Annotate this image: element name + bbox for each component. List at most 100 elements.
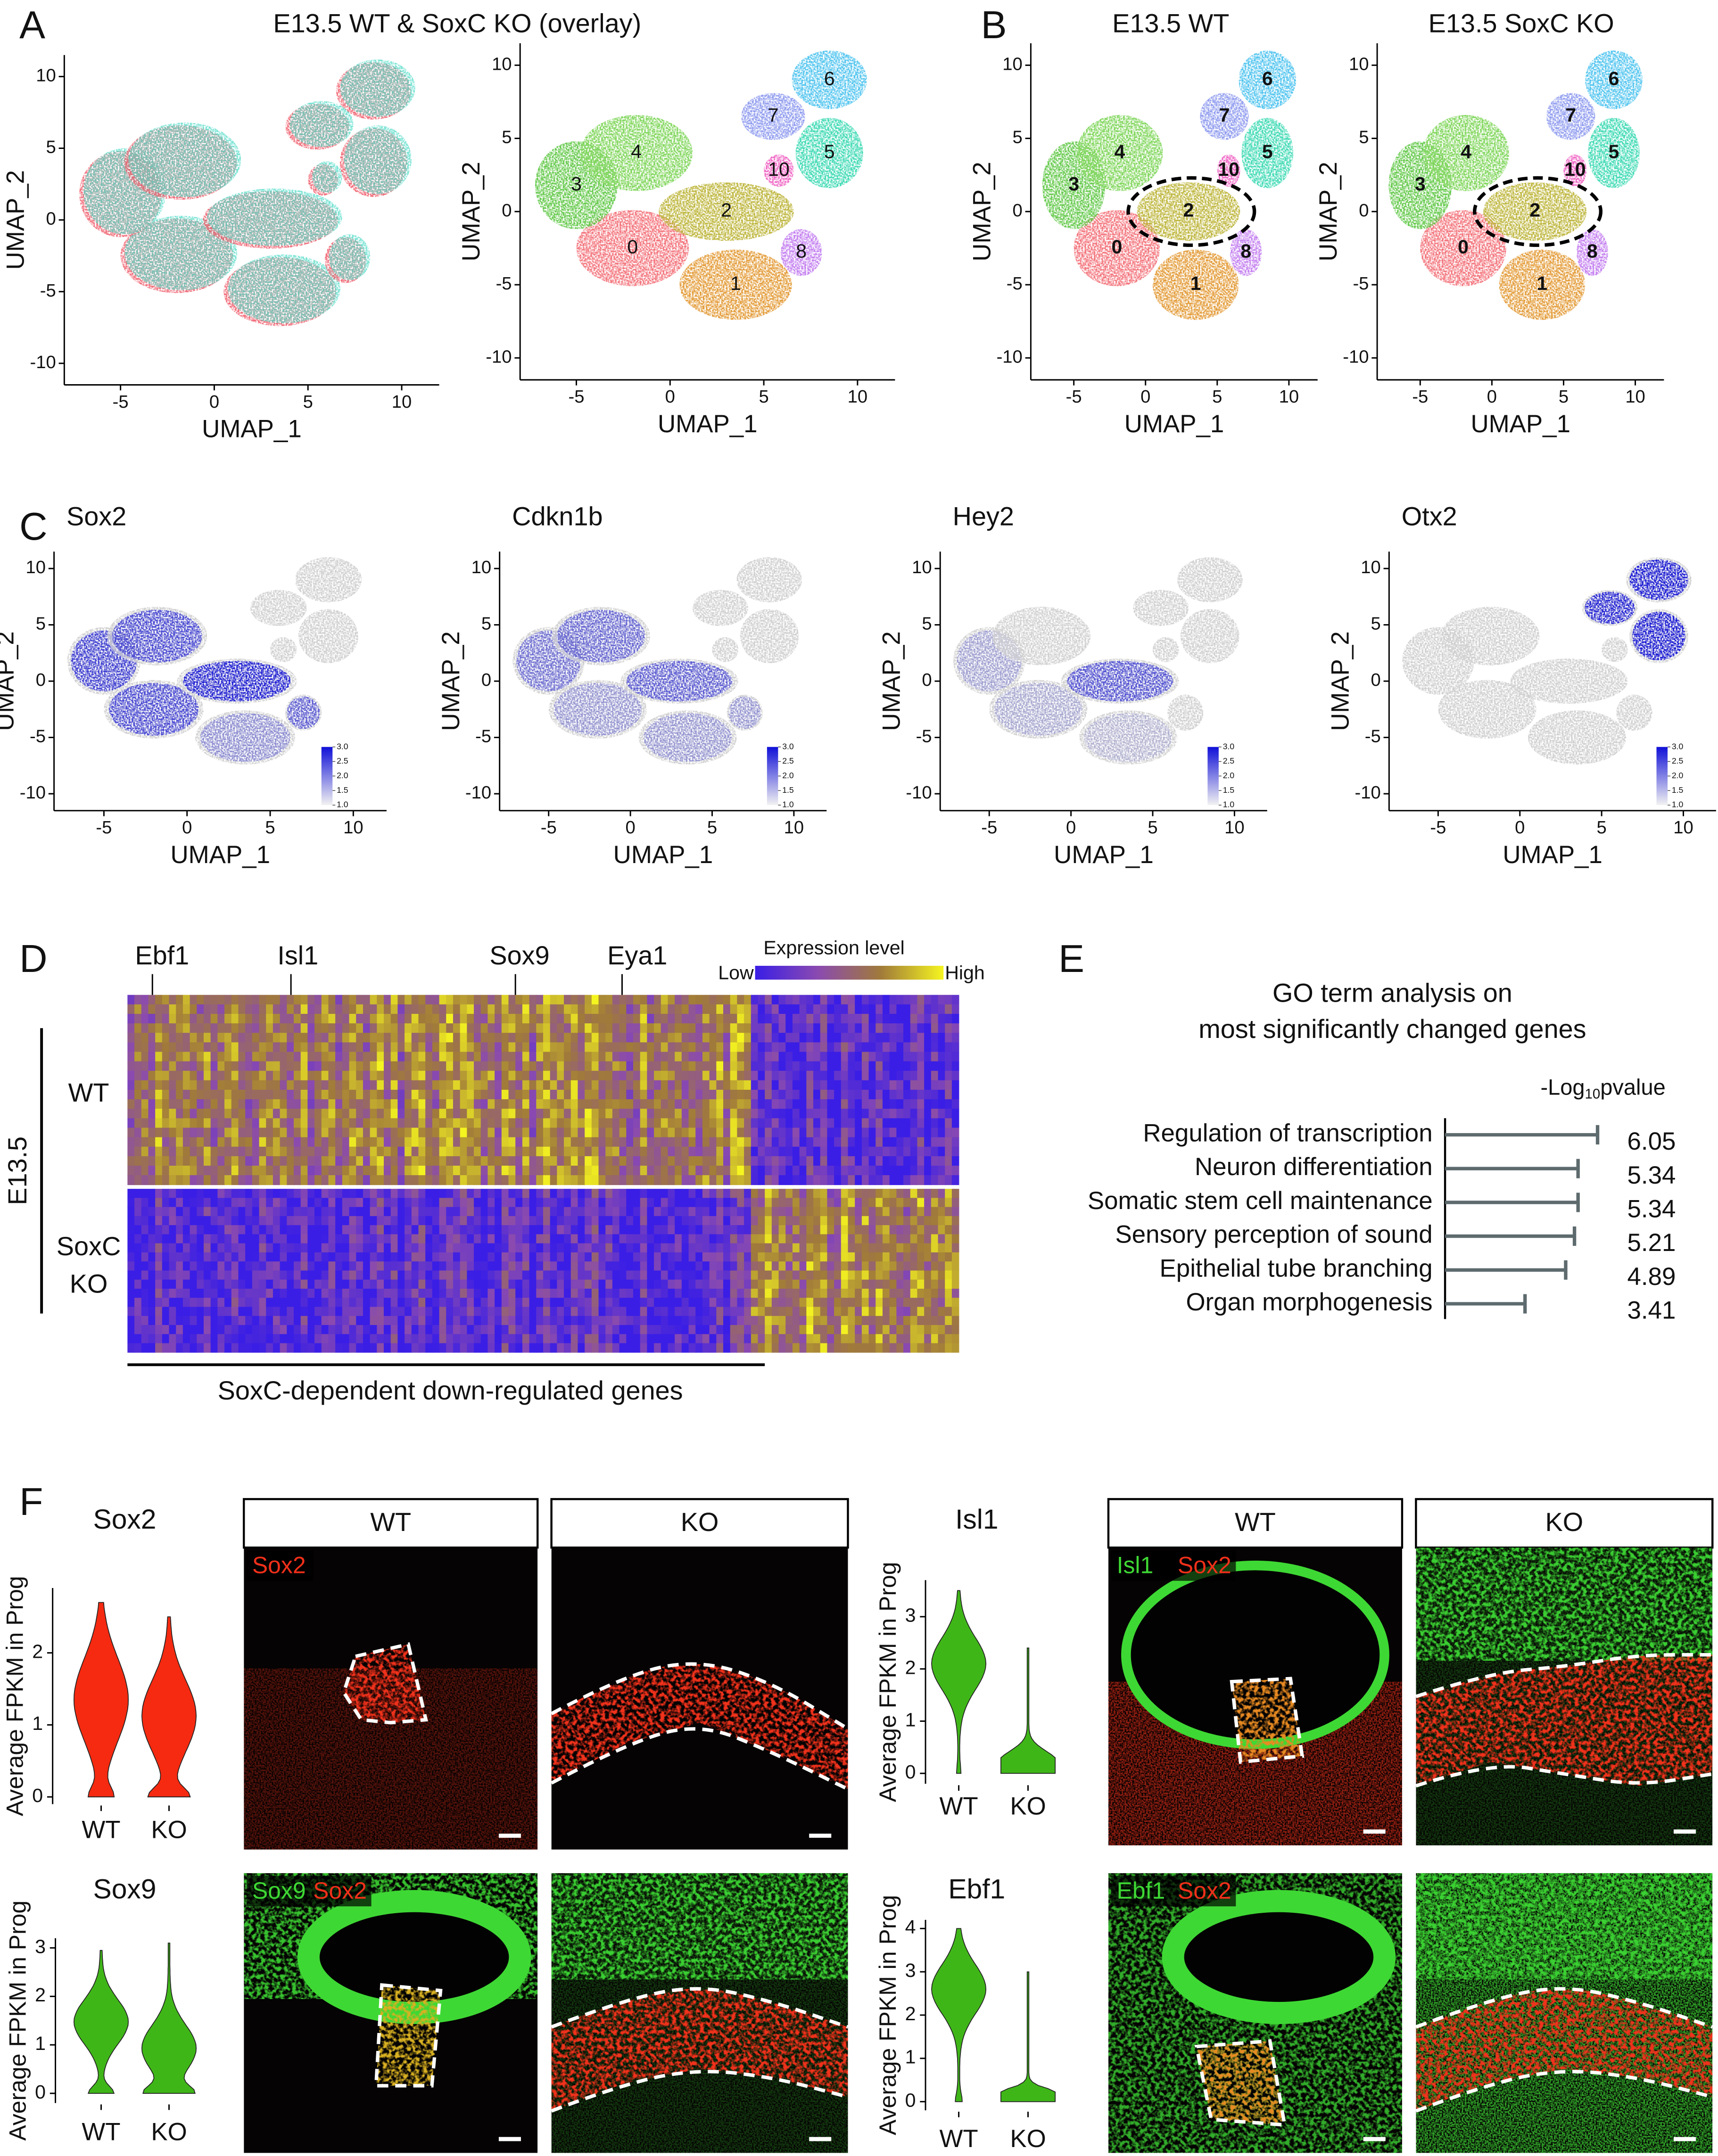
- heatmap-cell: [550, 1109, 558, 1119]
- heatmap-cell: [876, 1052, 883, 1062]
- heatmap-cell: [314, 1071, 322, 1081]
- heatmap-cell: [938, 1109, 946, 1119]
- heatmap-cell: [744, 1325, 752, 1334]
- heatmap-cell: [557, 1289, 564, 1298]
- heatmap-cell: [848, 1052, 855, 1062]
- heatmap-cell: [571, 1225, 578, 1234]
- heatmap-cell: [467, 1234, 474, 1243]
- heatmap-cell: [446, 1243, 454, 1253]
- heatmap-cell: [335, 1225, 343, 1234]
- heatmap-cell: [710, 1189, 717, 1198]
- heatmap-cell: [910, 1052, 918, 1062]
- y-tick-label: 5: [481, 614, 491, 634]
- heatmap-cell: [793, 1325, 800, 1334]
- heatmap-cell: [675, 1033, 682, 1043]
- heatmap-cell: [127, 1118, 135, 1128]
- heatmap-cell: [217, 1198, 225, 1207]
- heatmap-cell: [487, 1137, 495, 1147]
- heatmap-cell: [820, 1071, 828, 1081]
- heatmap-cell: [259, 1071, 267, 1081]
- heatmap-cell: [162, 1071, 170, 1081]
- heatmap-cell: [612, 1280, 620, 1289]
- heatmap-cell: [855, 1198, 862, 1207]
- heatmap-cell: [710, 1004, 717, 1014]
- heatmap-cell: [585, 1071, 592, 1081]
- heatmap-cell: [190, 1042, 198, 1052]
- heatmap-cell: [827, 1234, 834, 1243]
- heatmap-cell: [578, 1156, 585, 1166]
- heatmap-cell: [869, 1316, 876, 1325]
- heatmap-cell: [758, 1052, 765, 1062]
- heatmap-cell: [418, 1307, 426, 1317]
- heatmap-cell: [162, 1270, 170, 1280]
- heatmap-cell: [800, 1118, 807, 1128]
- heatmap-cell: [571, 1137, 578, 1147]
- heatmap-cell: [647, 1298, 654, 1307]
- heatmap-cell: [211, 1137, 218, 1147]
- heatmap-cell: [322, 1166, 329, 1176]
- heatmap-cell: [924, 1307, 932, 1317]
- heatmap-cell: [377, 1207, 384, 1217]
- heatmap-cell: [384, 1099, 391, 1109]
- heatmap-cell: [252, 1156, 260, 1166]
- heatmap-cell: [238, 1252, 246, 1262]
- heatmap-cell: [217, 1225, 225, 1234]
- heatmap-cell: [529, 1316, 537, 1325]
- heatmap-cell: [224, 1334, 232, 1343]
- heatmap-cell: [467, 1343, 474, 1353]
- heatmap-cell: [626, 1252, 634, 1262]
- heatmap-cell: [502, 1280, 509, 1289]
- heatmap-cell: [557, 1127, 564, 1137]
- heatmap-cell: [397, 1175, 405, 1185]
- heatmap-cell: [467, 1062, 474, 1071]
- heatmap-cell: [848, 1090, 855, 1100]
- heatmap-cell: [211, 1175, 218, 1185]
- heatmap-cell: [224, 1042, 232, 1052]
- heatmap-cell: [716, 1307, 724, 1317]
- heatmap-cell: [785, 1298, 793, 1307]
- heatmap-cell: [238, 1062, 246, 1071]
- heatmap-cell: [363, 1175, 371, 1185]
- heatmap-cell: [370, 1052, 378, 1062]
- heatmap-cell: [564, 1289, 571, 1298]
- heatmap-cell: [190, 1225, 198, 1234]
- heatmap-cell: [509, 1166, 516, 1176]
- heatmap-cell: [231, 1023, 239, 1033]
- heatmap-cell: [439, 1252, 447, 1262]
- heatmap-cell: [765, 1234, 772, 1243]
- heatmap-cell: [522, 1298, 530, 1307]
- heatmap-cell: [800, 1004, 807, 1014]
- heatmap-cell: [425, 995, 433, 1005]
- heatmap-cell: [328, 1198, 336, 1207]
- heatmap-cell: [730, 1033, 738, 1043]
- heatmap-cell: [633, 1175, 641, 1185]
- heatmap-cell: [883, 1156, 890, 1166]
- heatmap-cell: [197, 1289, 204, 1298]
- heatmap-cell: [418, 1014, 426, 1024]
- heatmap-cell: [418, 1198, 426, 1207]
- heatmap-cell: [876, 1225, 883, 1234]
- heatmap-cell: [744, 1118, 752, 1128]
- heatmap-cell: [654, 1343, 661, 1353]
- heatmap-cell: [453, 1316, 461, 1325]
- heatmap-cell: [294, 1325, 301, 1334]
- heatmap-cell: [855, 1052, 862, 1062]
- heatmap-cell: [231, 1261, 239, 1271]
- heatmap-cell: [675, 1280, 682, 1289]
- heatmap-cell: [633, 1234, 641, 1243]
- heatmap-cell: [585, 1042, 592, 1052]
- heatmap-cell: [619, 1137, 627, 1147]
- heatmap-cell: [612, 1198, 620, 1207]
- heatmap-cell: [245, 1127, 253, 1137]
- heatmap-cell: [349, 1147, 357, 1157]
- heatmap-cell: [945, 1252, 952, 1262]
- heatmap-cell: [605, 1280, 613, 1289]
- heatmap-cell: [564, 1175, 571, 1185]
- heatmap-cell: [342, 1234, 350, 1243]
- heatmap-cell: [585, 1325, 592, 1334]
- heatmap-cell: [592, 1166, 599, 1176]
- heatmap-cell: [169, 1166, 177, 1176]
- heatmap-cell: [903, 1334, 911, 1343]
- heatmap-cell: [412, 1156, 419, 1166]
- heatmap-cell: [370, 1261, 378, 1271]
